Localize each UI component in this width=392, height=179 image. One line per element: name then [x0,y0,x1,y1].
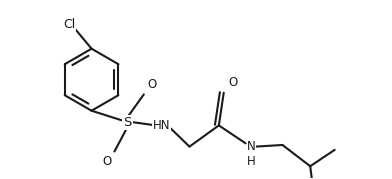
Text: O: O [102,155,111,168]
Text: HN: HN [153,119,171,132]
Text: O: O [147,78,156,91]
Text: Cl: Cl [63,18,76,31]
Text: H: H [247,155,256,168]
Text: N: N [247,140,256,153]
Text: S: S [123,116,132,129]
Text: O: O [229,76,238,90]
